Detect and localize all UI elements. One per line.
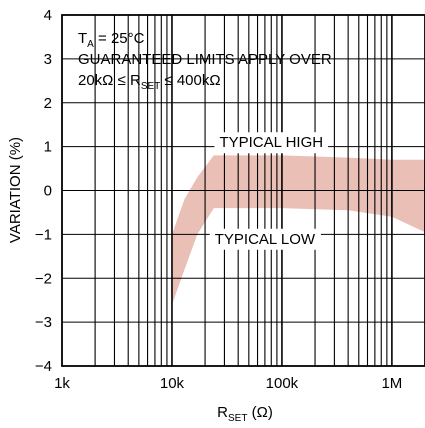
x-tick-label: 1M [381,375,402,392]
plot-frame [61,14,425,367]
x-tick-label: 100k [266,375,299,392]
annotation-background [209,228,321,250]
y-tick-label: 1 [44,139,52,156]
x-tick-label: 10k [160,375,185,392]
y-tick-label: 2 [44,95,52,112]
y-tick-label: −4 [35,358,52,375]
annotation-label: TYPICAL LOW [215,231,316,248]
y-tick-label: −1 [35,226,52,243]
condition-guarantee: GUARANTEED LIMITS APPLY OVER [78,51,332,68]
annotation-label: TYPICAL HIGH [219,134,323,151]
annotation-background [214,132,329,154]
condition-temperature: TA = 25°C [78,30,145,50]
x-axis-label: RSET (Ω) [217,404,273,424]
y-tick-label: −2 [35,270,52,287]
condition-rset-range: 20kΩ ≤ RSET ≤ 400kΩ [78,72,221,92]
y-axis-label: VARIATION (%) [7,137,24,243]
y-tick-label: 4 [44,7,52,24]
variation-band [172,155,425,305]
y-tick-label: 0 [44,183,52,200]
y-tick-label: −3 [35,314,52,331]
y-tick-label: 3 [44,51,52,68]
x-tick-label: 1k [54,375,70,392]
